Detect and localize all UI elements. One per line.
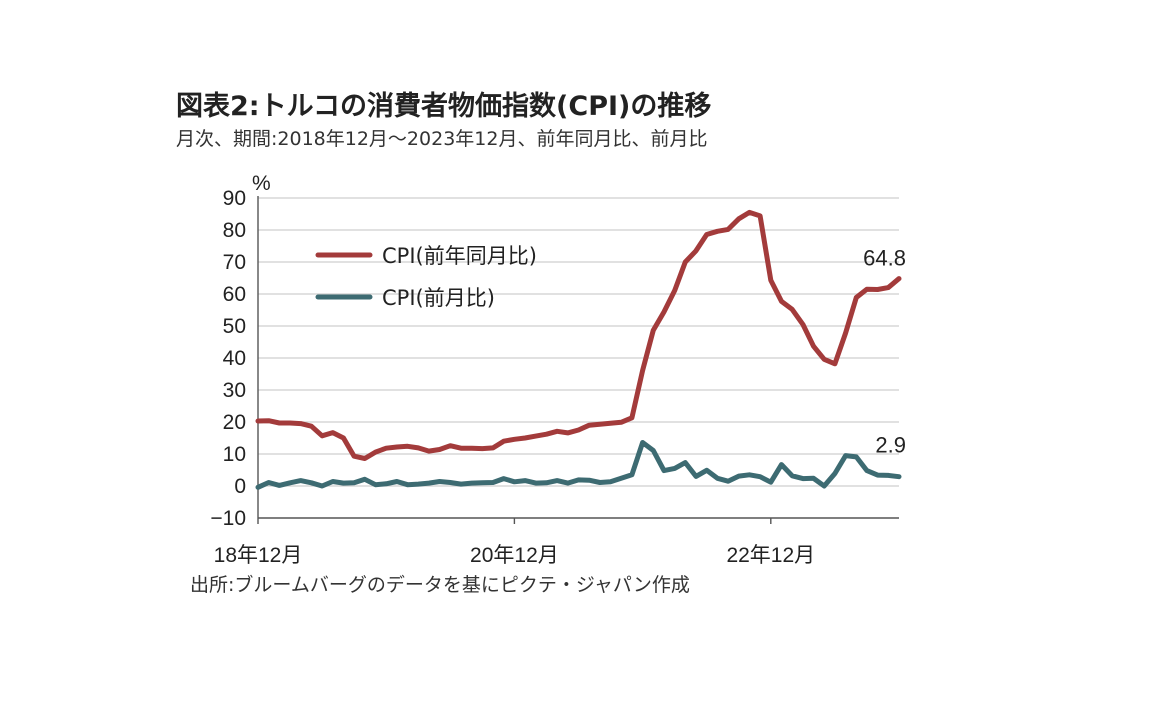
end-value-label: 2.9 xyxy=(875,433,906,458)
y-tick-label: 0 xyxy=(234,475,246,498)
y-tick-label: 30 xyxy=(223,379,246,402)
series-line-mom xyxy=(255,440,902,490)
y-axis-ticks: 90 80 70 60 50 40 30 20 10 0 −10 xyxy=(210,187,246,530)
y-tick-label: 10 xyxy=(223,443,246,466)
series-lines xyxy=(255,209,902,490)
series-line-yoy xyxy=(255,209,902,461)
axes xyxy=(257,196,899,519)
source-note: 出所:ブルームバーグのデータを基にピクテ・ジャパン作成 xyxy=(190,574,690,596)
end-labels: 64.8 2.9 xyxy=(863,246,906,458)
legend: CPI(前年同月比) CPI(前月比) xyxy=(315,244,537,310)
y-tick-label: 70 xyxy=(223,251,246,274)
y-tick-label: 80 xyxy=(223,219,246,242)
y-tick-label: 90 xyxy=(223,187,246,210)
x-tick-label: 18年12月 xyxy=(214,544,303,567)
x-axis-ticks: 18年12月 20年12月 22年12月 xyxy=(214,518,815,567)
y-tick-label: 50 xyxy=(223,315,246,338)
x-tick-label: 22年12月 xyxy=(726,544,815,567)
y-tick-label: 20 xyxy=(223,411,246,434)
chart-subtitle: 月次、期間:2018年12月〜2023年12月、前年同月比、前月比 xyxy=(176,128,708,150)
y-axis-unit: % xyxy=(252,172,271,195)
y-tick-label: 40 xyxy=(223,347,246,370)
legend-label: CPI(前月比) xyxy=(382,286,495,310)
x-tick-label: 20年12月 xyxy=(470,544,559,567)
end-value-label: 64.8 xyxy=(863,246,906,271)
chart-title: 図表2:トルコの消費者物価指数(CPI)の推移 xyxy=(176,91,712,122)
y-tick-label: 60 xyxy=(223,283,246,306)
legend-label: CPI(前年同月比) xyxy=(382,244,537,268)
gridlines xyxy=(258,197,899,487)
y-tick-label: −10 xyxy=(210,507,246,530)
